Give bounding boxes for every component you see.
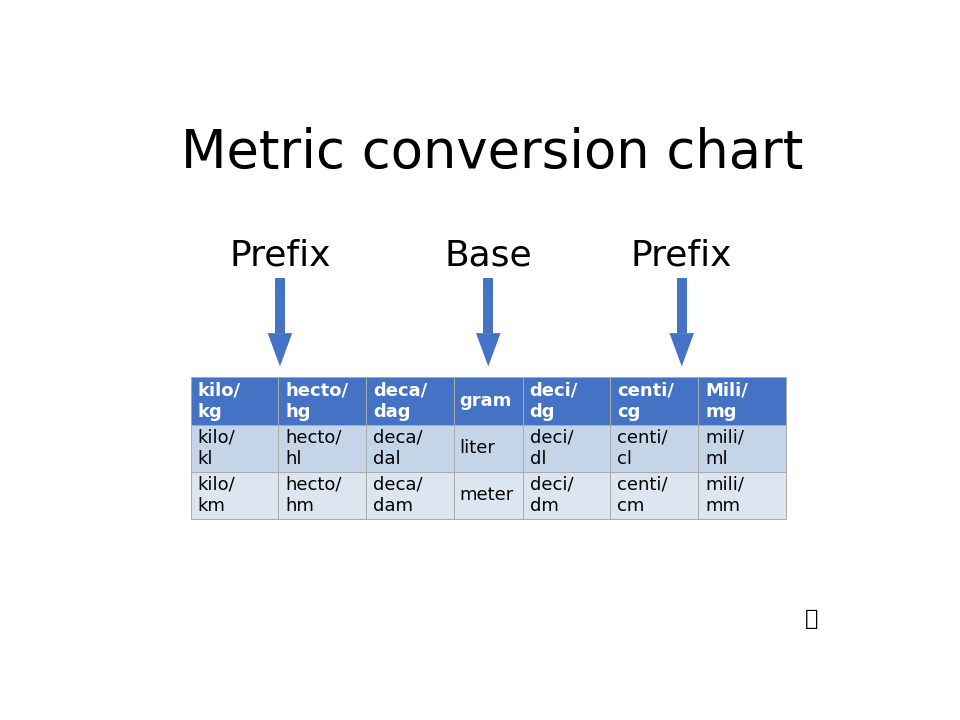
Text: kilo/
kl: kilo/ kl (198, 428, 235, 468)
Text: mili/
ml: mili/ ml (705, 428, 744, 468)
Bar (522, 472, 611, 519)
Text: Base: Base (444, 238, 532, 272)
Text: deci/
dm: deci/ dm (530, 475, 573, 515)
Text: Prefix: Prefix (631, 238, 732, 272)
Text: kilo/
kg: kilo/ kg (198, 382, 241, 420)
Text: deci/
dl: deci/ dl (530, 428, 573, 468)
Bar (191, 377, 278, 425)
Text: meter: meter (460, 486, 514, 504)
Text: deci/
dg: deci/ dg (530, 382, 578, 420)
Bar (278, 377, 367, 425)
Bar (611, 377, 698, 425)
Polygon shape (677, 278, 686, 333)
Text: 🔊: 🔊 (805, 608, 819, 629)
Polygon shape (476, 333, 500, 366)
Text: mili/
mm: mili/ mm (705, 475, 744, 515)
Bar (367, 377, 454, 425)
Bar (611, 425, 698, 472)
Text: Metric conversion chart: Metric conversion chart (180, 127, 804, 179)
Bar (522, 377, 611, 425)
Bar (611, 472, 698, 519)
Bar (278, 472, 367, 519)
Text: gram: gram (460, 392, 512, 410)
Bar (367, 425, 454, 472)
Bar (191, 472, 278, 519)
Bar (698, 472, 786, 519)
Text: hecto/
hg: hecto/ hg (285, 382, 348, 420)
Polygon shape (268, 333, 292, 366)
Polygon shape (484, 278, 493, 333)
Text: deca/
dag: deca/ dag (373, 382, 427, 420)
Text: deca/
dam: deca/ dam (373, 475, 423, 515)
Bar (522, 425, 611, 472)
Text: kilo/
km: kilo/ km (198, 475, 235, 515)
Bar (191, 425, 278, 472)
Polygon shape (669, 333, 694, 366)
Text: Mili/
mg: Mili/ mg (705, 382, 748, 420)
Bar (454, 472, 522, 519)
Text: centi/
cl: centi/ cl (617, 428, 668, 468)
Text: liter: liter (460, 439, 495, 457)
Text: centi/
cg: centi/ cg (617, 382, 674, 420)
Text: Prefix: Prefix (229, 238, 330, 272)
Bar (454, 377, 522, 425)
Text: centi/
cm: centi/ cm (617, 475, 668, 515)
Polygon shape (276, 278, 285, 333)
Bar (367, 472, 454, 519)
Text: deca/
dal: deca/ dal (373, 428, 423, 468)
Bar (278, 425, 367, 472)
Bar (698, 377, 786, 425)
Text: hecto/
hl: hecto/ hl (285, 428, 342, 468)
Bar (454, 425, 522, 472)
Bar (698, 425, 786, 472)
Text: hecto/
hm: hecto/ hm (285, 475, 342, 515)
